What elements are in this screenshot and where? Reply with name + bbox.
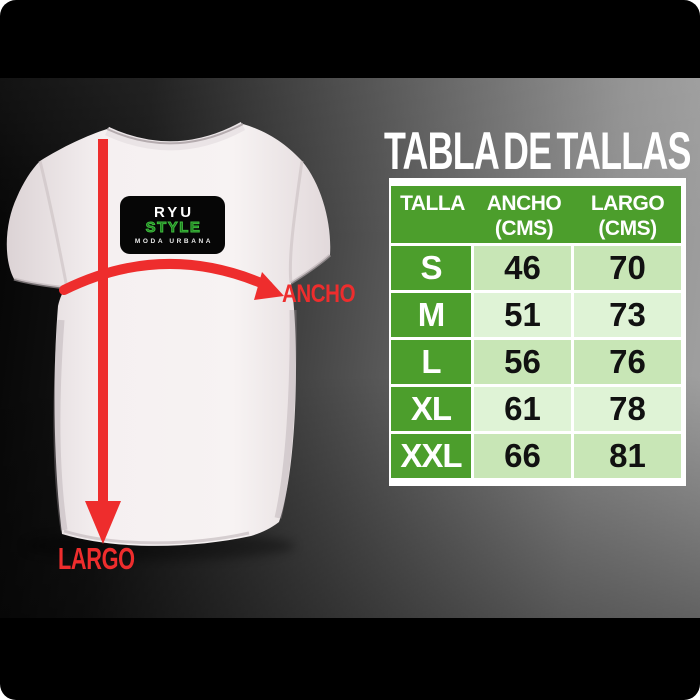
- header-label: TALLA: [400, 192, 465, 215]
- header-sublabel: (CMS): [494, 217, 554, 240]
- cell-ancho: 46: [474, 246, 571, 290]
- cell-ancho: 66: [474, 434, 571, 478]
- cell-largo: 76: [574, 340, 681, 384]
- header-sublabel: (CMS): [598, 217, 657, 240]
- length-label: LARGO: [58, 543, 135, 577]
- cell-talla: XXL: [391, 434, 471, 478]
- width-label: ANCHO: [282, 280, 356, 308]
- header-label: LARGO: [590, 192, 665, 215]
- table-row: L 56 76: [391, 340, 681, 384]
- length-arrow-head: [85, 501, 121, 544]
- table-row: XL 61 78: [391, 387, 681, 431]
- collar-edge: [106, 123, 244, 145]
- size-table: TALLA ANCHO (CMS) LARGO (CMS) S 46 70 M …: [389, 178, 686, 486]
- right-sleeve-seam: [288, 160, 304, 284]
- table-row: XXL 66 81: [391, 434, 681, 478]
- cell-ancho: 56: [474, 340, 571, 384]
- cell-largo: 70: [574, 246, 681, 290]
- tshirt-illustration: [6, 122, 332, 560]
- body-right-shading: [274, 309, 297, 519]
- tshirt-shape: [6, 124, 331, 546]
- header-label: ANCHO: [486, 192, 562, 215]
- header-cell-ancho: ANCHO (CMS): [474, 186, 574, 241]
- hem-seam: [63, 529, 250, 545]
- size-table-body: S 46 70 M 51 73 L 56 76 XL 61 78 XXL 66 …: [391, 246, 681, 478]
- cell-largo: 81: [574, 434, 681, 478]
- right-cuff-seam: [290, 253, 332, 285]
- width-arrow-curve: [59, 258, 273, 295]
- size-table-header: TALLA ANCHO (CMS) LARGO (CMS): [391, 186, 681, 243]
- table-row: M 51 73: [391, 293, 681, 337]
- cell-ancho: 61: [474, 387, 571, 431]
- cell-talla: S: [391, 246, 471, 290]
- collar-band: [105, 122, 246, 151]
- table-row: S 46 70: [391, 246, 681, 290]
- logo-tagline-text: MODA URBANA: [134, 238, 214, 245]
- header-cell-talla: TALLA: [391, 186, 474, 216]
- cell-largo: 78: [574, 387, 681, 431]
- size-chart-title: TABLA DE TALLAS: [384, 121, 691, 181]
- cell-largo: 73: [574, 293, 681, 337]
- width-arrow-head: [254, 272, 284, 300]
- header-cell-largo: LARGO (CMS): [574, 186, 681, 241]
- cell-ancho: 51: [474, 293, 571, 337]
- left-sleeve-seam: [38, 160, 69, 289]
- cell-talla: XL: [391, 387, 471, 431]
- cell-talla: M: [391, 293, 471, 337]
- logo-patch: RYU STYLE MODA URBANA: [120, 196, 225, 254]
- logo-style-text: STYLE: [145, 219, 202, 236]
- logo-brand-text: RYU: [153, 204, 195, 221]
- body-left-shading: [53, 319, 68, 531]
- cell-talla: L: [391, 340, 471, 384]
